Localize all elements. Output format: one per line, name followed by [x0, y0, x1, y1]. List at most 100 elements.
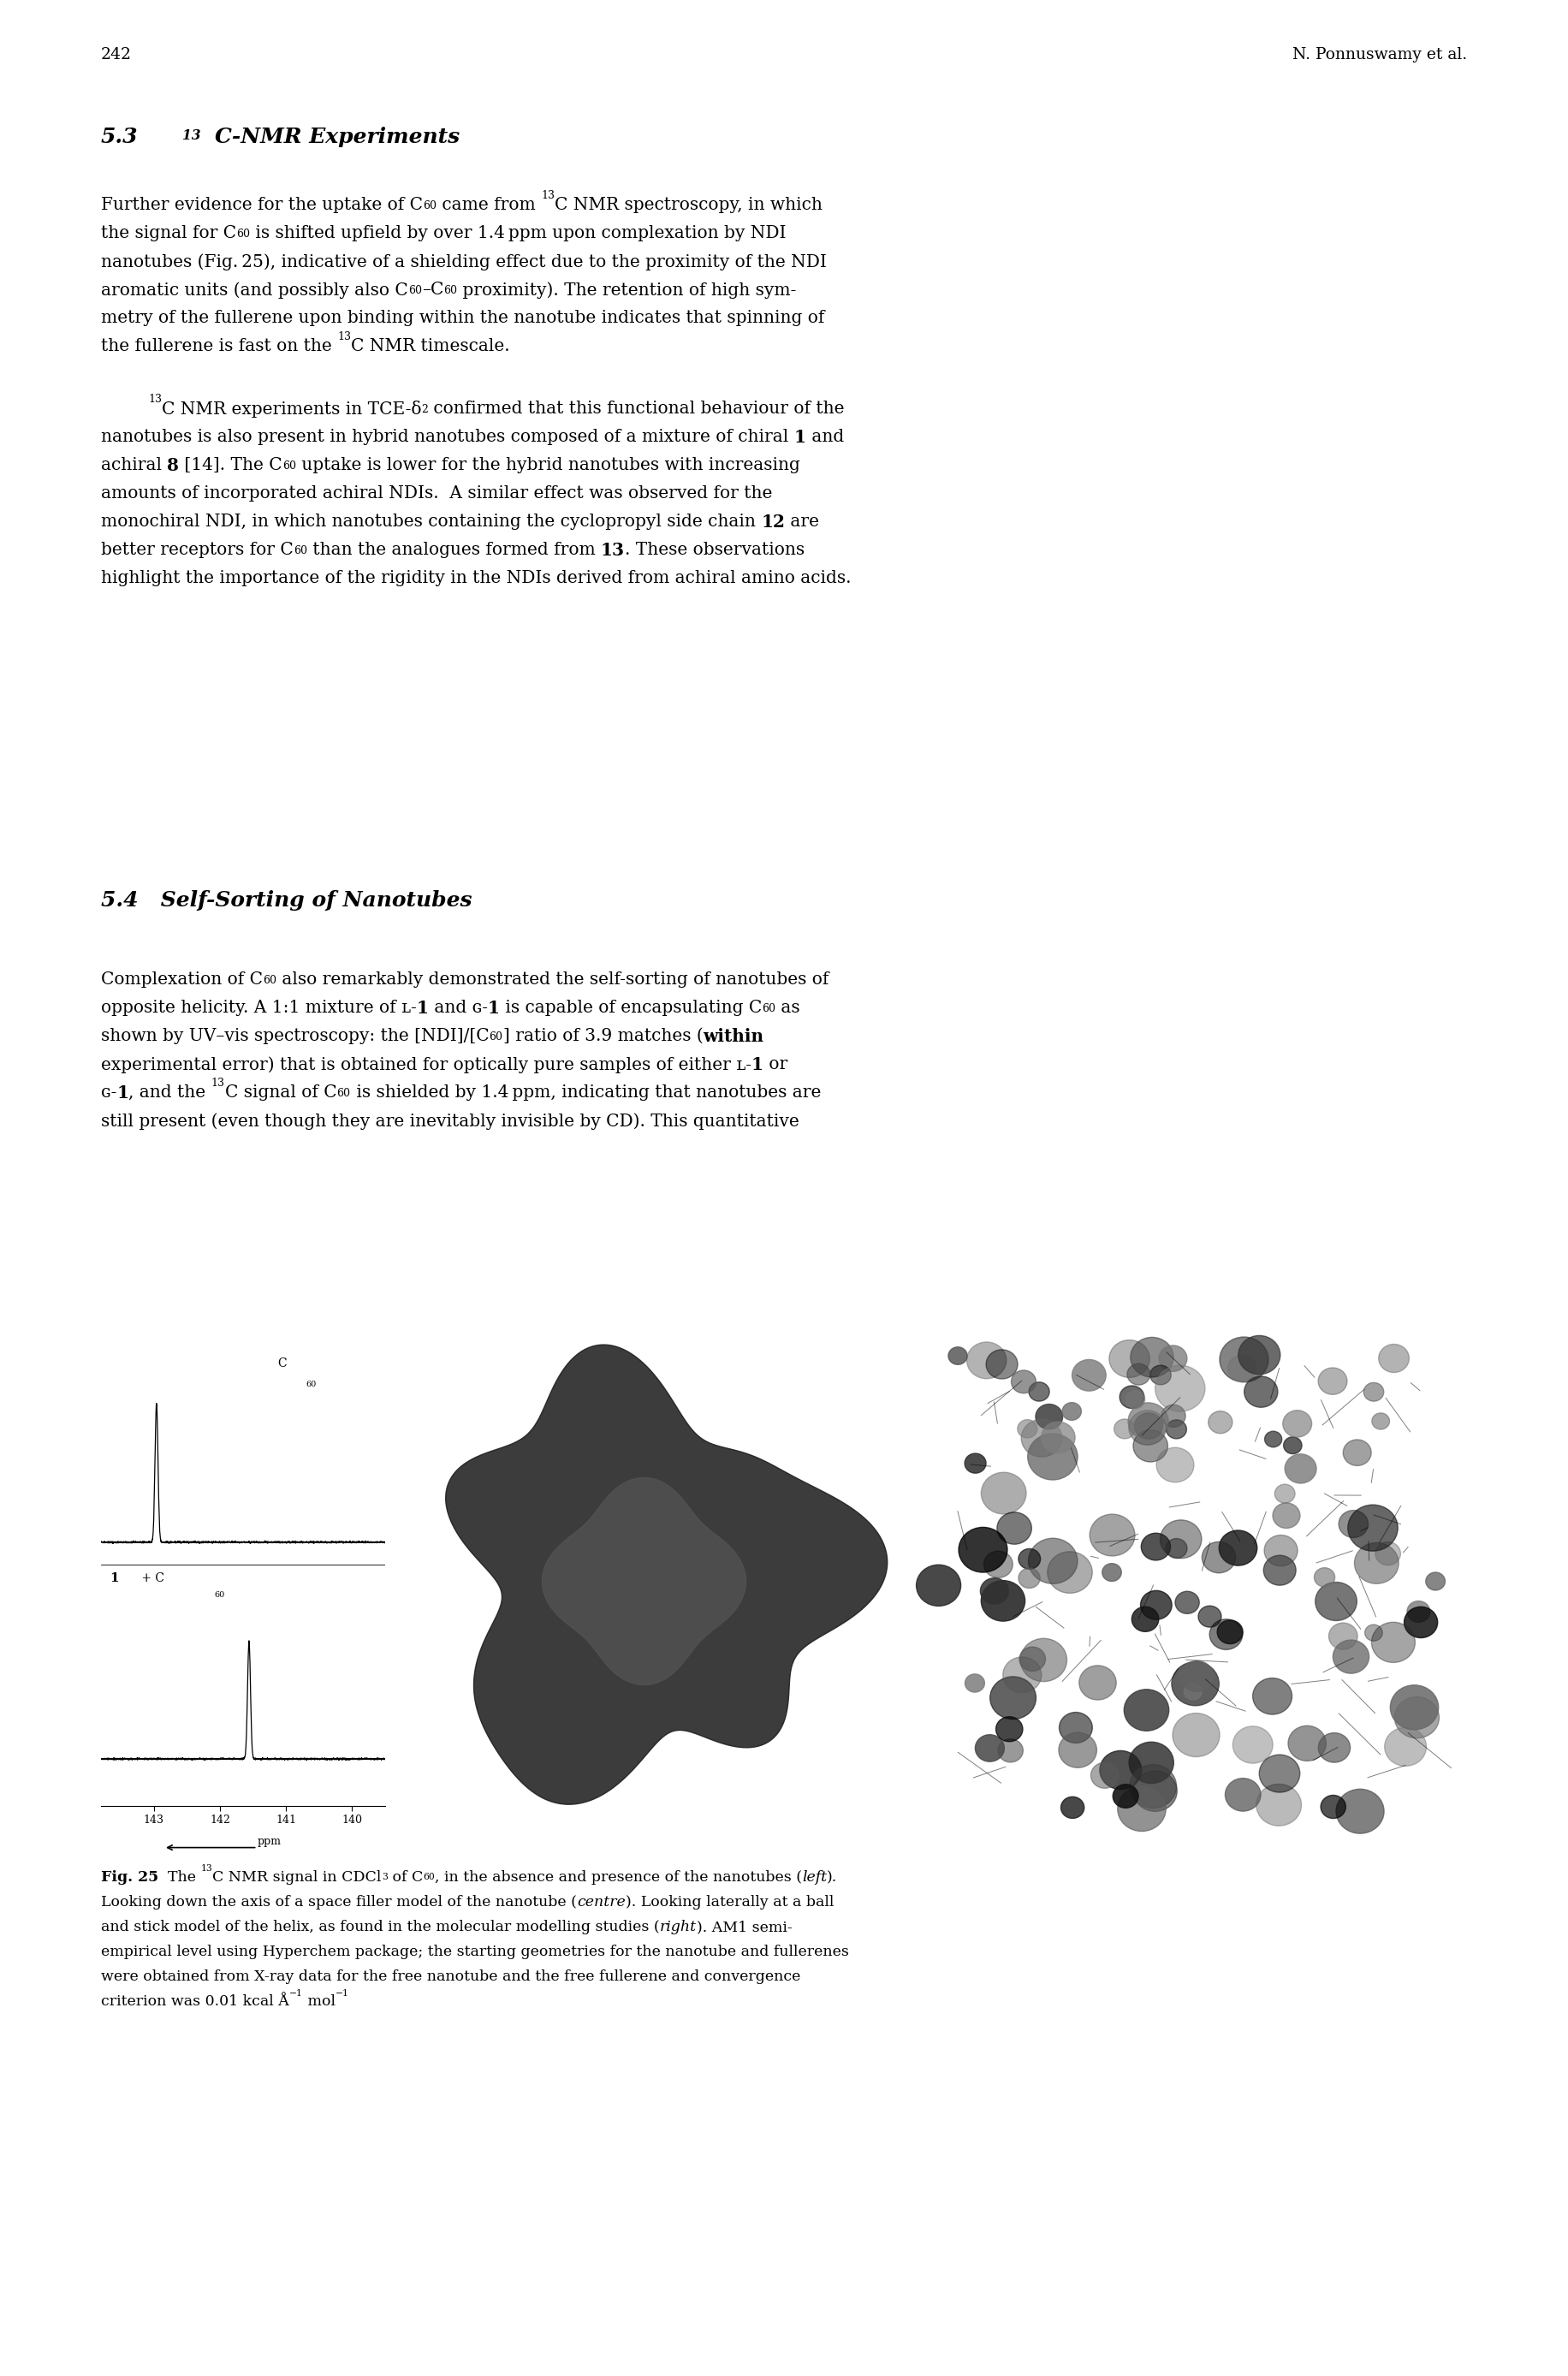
Text: , and the: , and the: [129, 1083, 212, 1100]
Circle shape: [1058, 1732, 1096, 1768]
Text: [14]. The C: [14]. The C: [179, 456, 282, 473]
Circle shape: [986, 1350, 1018, 1378]
Text: as: as: [776, 1000, 800, 1017]
Text: 60: 60: [423, 1872, 434, 1882]
Text: 13: 13: [541, 190, 555, 202]
Circle shape: [1129, 1411, 1167, 1445]
Text: 12: 12: [760, 513, 786, 530]
Circle shape: [1375, 1542, 1400, 1566]
Text: came from: came from: [436, 197, 541, 214]
Text: 8: 8: [168, 456, 179, 475]
Circle shape: [1160, 1521, 1201, 1559]
Text: of C: of C: [387, 1870, 423, 1884]
Text: 2: 2: [422, 404, 428, 416]
Circle shape: [958, 1528, 1007, 1573]
Text: and ɢ-: and ɢ-: [428, 1000, 488, 1017]
Circle shape: [1134, 1430, 1168, 1461]
Circle shape: [1320, 1796, 1345, 1818]
Text: confirmed that this functional behaviour of the: confirmed that this functional behaviour…: [428, 402, 845, 416]
Circle shape: [1364, 1625, 1383, 1642]
Circle shape: [1319, 1369, 1347, 1395]
Circle shape: [964, 1454, 986, 1473]
Text: 60: 60: [237, 228, 249, 240]
Text: within: within: [702, 1029, 764, 1045]
Text: 60: 60: [263, 974, 276, 986]
Text: nanotubes is also present in hybrid nanotubes composed of a mixture of chiral: nanotubes is also present in hybrid nano…: [100, 428, 793, 444]
Circle shape: [1018, 1418, 1036, 1437]
Circle shape: [1079, 1666, 1116, 1699]
Circle shape: [1328, 1623, 1358, 1649]
Text: 1: 1: [793, 428, 806, 447]
Text: shown by UV–vis spectroscopy: the [NDI]/[C: shown by UV–vis spectroscopy: the [NDI]/…: [100, 1029, 489, 1043]
Text: ] ratio of 3.9 matches (: ] ratio of 3.9 matches (: [503, 1029, 702, 1043]
Text: 60: 60: [306, 1380, 317, 1388]
Circle shape: [982, 1580, 1025, 1620]
Circle shape: [1102, 1563, 1121, 1582]
Circle shape: [1385, 1727, 1427, 1765]
Circle shape: [1159, 1345, 1187, 1371]
Circle shape: [1062, 1796, 1083, 1818]
Text: centre: centre: [577, 1896, 626, 1910]
Circle shape: [1217, 1620, 1243, 1644]
Polygon shape: [543, 1478, 746, 1685]
Text: Looking down the axis of a space filler model of the nanotube (: Looking down the axis of a space filler …: [100, 1896, 577, 1910]
Text: experimental error) that is obtained for optically pure samples of either ʟ-: experimental error) that is obtained for…: [100, 1057, 751, 1074]
Text: Fig. 25: Fig. 25: [100, 1870, 158, 1884]
Text: 3: 3: [381, 1872, 387, 1882]
Circle shape: [1167, 1540, 1187, 1559]
Circle shape: [1029, 1537, 1077, 1585]
Circle shape: [1253, 1677, 1292, 1715]
Circle shape: [1157, 1447, 1193, 1483]
Text: ɢ-: ɢ-: [100, 1083, 116, 1100]
Text: still present (even though they are inevitably invisible by CD). This quantitati: still present (even though they are inev…: [100, 1112, 800, 1129]
Text: 60: 60: [444, 285, 458, 297]
Circle shape: [1283, 1411, 1312, 1437]
Circle shape: [1019, 1568, 1040, 1587]
Circle shape: [1129, 1742, 1174, 1784]
Circle shape: [1173, 1713, 1220, 1756]
Circle shape: [1073, 1359, 1105, 1390]
Circle shape: [1118, 1787, 1167, 1832]
Circle shape: [1239, 1335, 1279, 1373]
Circle shape: [1127, 1364, 1151, 1385]
Text: 13: 13: [337, 333, 351, 342]
Circle shape: [964, 1675, 985, 1692]
Circle shape: [1174, 1592, 1200, 1613]
Text: is capable of encapsulating C: is capable of encapsulating C: [500, 1000, 762, 1017]
Circle shape: [1027, 1433, 1077, 1480]
Text: –C: –C: [422, 283, 444, 297]
Text: 60: 60: [489, 1031, 503, 1043]
Circle shape: [1019, 1549, 1041, 1568]
Text: nanotubes (Fig. 25), indicative of a shielding effect due to the proximity of th: nanotubes (Fig. 25), indicative of a shi…: [100, 254, 826, 271]
Circle shape: [980, 1578, 1008, 1604]
Circle shape: [1004, 1656, 1041, 1692]
Text: mol: mol: [303, 1993, 336, 2008]
Circle shape: [1162, 1404, 1185, 1428]
Circle shape: [1035, 1404, 1063, 1430]
Circle shape: [1109, 1340, 1149, 1378]
Circle shape: [1364, 1383, 1385, 1402]
Circle shape: [1284, 1454, 1317, 1483]
Text: 1: 1: [110, 1573, 119, 1585]
Text: ppm: ppm: [257, 1837, 281, 1846]
Circle shape: [1091, 1763, 1118, 1789]
Text: 13: 13: [201, 1865, 213, 1872]
Circle shape: [1135, 1414, 1163, 1440]
Text: highlight the importance of the rigidity in the NDIs derived from achiral amino : highlight the importance of the rigidity…: [100, 570, 851, 587]
Text: C NMR timescale.: C NMR timescale.: [351, 337, 510, 354]
Circle shape: [1406, 1601, 1430, 1623]
Text: C-NMR Experiments: C-NMR Experiments: [215, 126, 459, 147]
Text: metry of the fullerene upon binding within the nanotube indicates that spinning : metry of the fullerene upon binding with…: [100, 309, 825, 326]
Text: C NMR spectroscopy, in which: C NMR spectroscopy, in which: [555, 197, 823, 214]
Circle shape: [1355, 1542, 1399, 1585]
Text: C signal of C: C signal of C: [224, 1083, 337, 1100]
Circle shape: [1131, 1338, 1173, 1378]
Text: or: or: [764, 1057, 787, 1072]
Circle shape: [1181, 1661, 1214, 1692]
Circle shape: [1378, 1345, 1410, 1373]
Circle shape: [1333, 1639, 1369, 1673]
Text: 5.3: 5.3: [100, 126, 138, 147]
Circle shape: [1218, 1530, 1258, 1566]
Text: the fullerene is fast on the: the fullerene is fast on the: [100, 337, 337, 354]
Text: Further evidence for the uptake of C: Further evidence for the uptake of C: [100, 197, 423, 214]
